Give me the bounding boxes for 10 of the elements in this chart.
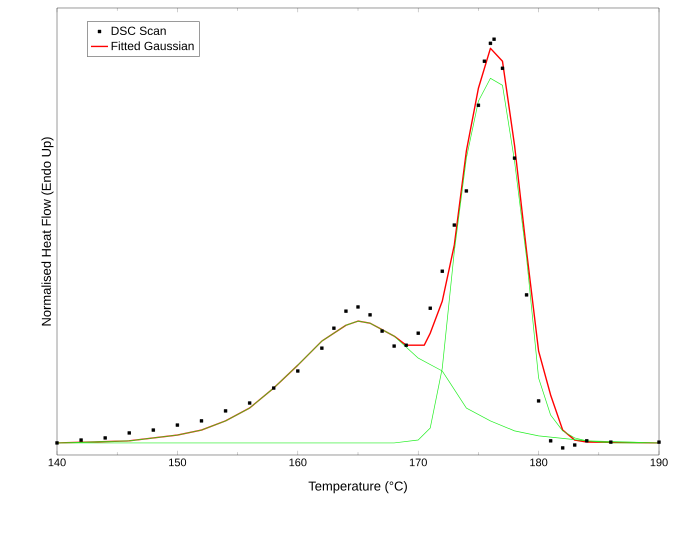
- y-axis-title: Normalised Heat Flow (Endo Up): [41, 137, 54, 326]
- x-tick-label: 180: [530, 458, 548, 466]
- x-axis-title: Temperature (°C): [308, 481, 407, 494]
- x-tick-label: 150: [169, 458, 186, 466]
- legend-label: DSC Scan: [112, 26, 166, 36]
- legend-label: Fitted Gaussian: [112, 41, 194, 50]
- x-tick-label: 190: [650, 458, 668, 466]
- x-tick-label: 160: [289, 458, 307, 466]
- x-tick-label: 140: [48, 458, 66, 466]
- x-tick-label: 170: [410, 458, 427, 466]
